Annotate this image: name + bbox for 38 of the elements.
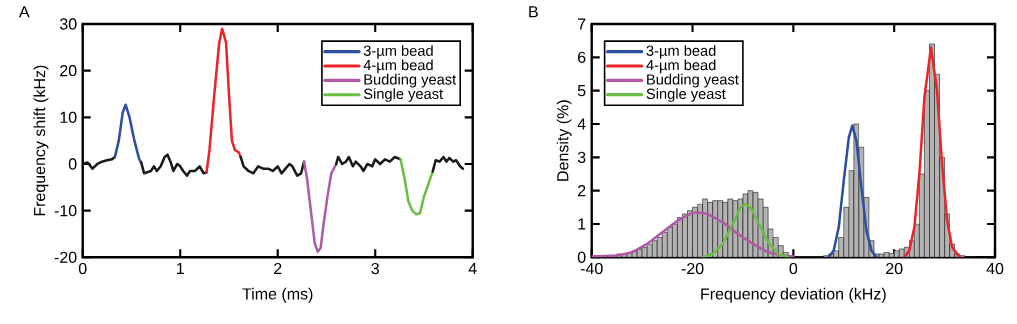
x-tick-label: -20 bbox=[681, 262, 704, 275]
legend-label: Budding yeast bbox=[647, 73, 739, 88]
y-tick-label: 5 bbox=[577, 85, 586, 97]
text: B bbox=[529, 6, 538, 18]
x-tick-label: 0 bbox=[789, 262, 798, 275]
y-tick-label: 7 bbox=[578, 18, 586, 30]
x-tick-label: 3 bbox=[371, 262, 379, 275]
y-tick-label: 4 bbox=[577, 118, 586, 130]
legend-label: 4-µm bead bbox=[646, 59, 716, 74]
legend-label: 3-µm bead bbox=[363, 45, 433, 59]
y-tick-label: 30 bbox=[59, 18, 77, 30]
legend-label: 3-µm bead bbox=[646, 45, 716, 59]
y-tick-label: -20 bbox=[54, 251, 77, 263]
y-axis-title: Frequency shift (kHz) bbox=[33, 65, 49, 216]
y-tick-label: -10 bbox=[54, 204, 77, 217]
y-tick-label: 2 bbox=[578, 185, 586, 197]
x-tick-label: 0 bbox=[78, 262, 87, 275]
x-axis-title: Time (ms) bbox=[242, 287, 313, 303]
y-tick-label: 6 bbox=[578, 51, 586, 63]
legend-label: Single yeast bbox=[646, 88, 726, 102]
y-tick-label: 10 bbox=[60, 111, 77, 123]
x-tick-label: 4 bbox=[468, 262, 477, 274]
x-axis-title: Frequency deviation (kHz) bbox=[701, 287, 886, 303]
text: A bbox=[19, 6, 30, 18]
x-tick-label: 40 bbox=[986, 262, 1004, 275]
y-tick-label: 0 bbox=[68, 158, 77, 170]
y-axis-title: Density (%) bbox=[556, 100, 572, 181]
y-tick-label: 20 bbox=[60, 65, 77, 77]
y-tick-label: 1 bbox=[578, 218, 586, 230]
legend-label: 4-µm bead bbox=[363, 59, 433, 74]
x-tick-label: 20 bbox=[886, 262, 903, 275]
y-tick-label: 0 bbox=[577, 251, 586, 263]
x-tick-label: 2 bbox=[274, 262, 282, 275]
y-tick-label: 3 bbox=[577, 151, 586, 163]
x-tick-label: 1 bbox=[176, 262, 184, 274]
legend-label: Single yeast bbox=[363, 88, 444, 102]
x-tick-label: -40 bbox=[580, 262, 603, 275]
legend-label: Budding yeast bbox=[364, 73, 457, 88]
